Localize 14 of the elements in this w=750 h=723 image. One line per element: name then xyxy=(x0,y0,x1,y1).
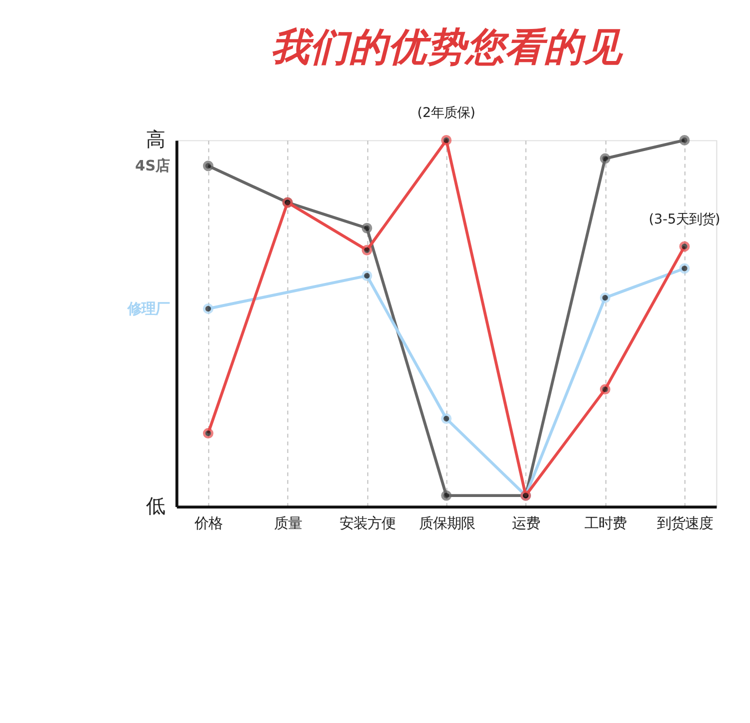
text: 修理厂 xyxy=(126,302,170,318)
text: 低 xyxy=(146,494,165,518)
x-tick-label: 质保期限 xyxy=(418,516,475,532)
x-tick-label: 安装方便 xyxy=(339,516,396,532)
chart-title: 我们的优势您看的见 xyxy=(270,25,624,70)
x-tick-label: 运费 xyxy=(512,516,540,532)
x-tick-label: 到货速度 xyxy=(656,516,713,532)
annotation: (2年质保) xyxy=(417,105,476,122)
x-tick-label: 工时费 xyxy=(584,516,627,532)
text: 4S店 xyxy=(135,158,170,175)
x-tick-label: 价格 xyxy=(194,516,223,532)
text: 高 xyxy=(146,128,165,152)
x-tick-label: 质量 xyxy=(274,516,302,532)
annotation: (3-5天到货) xyxy=(648,211,720,228)
